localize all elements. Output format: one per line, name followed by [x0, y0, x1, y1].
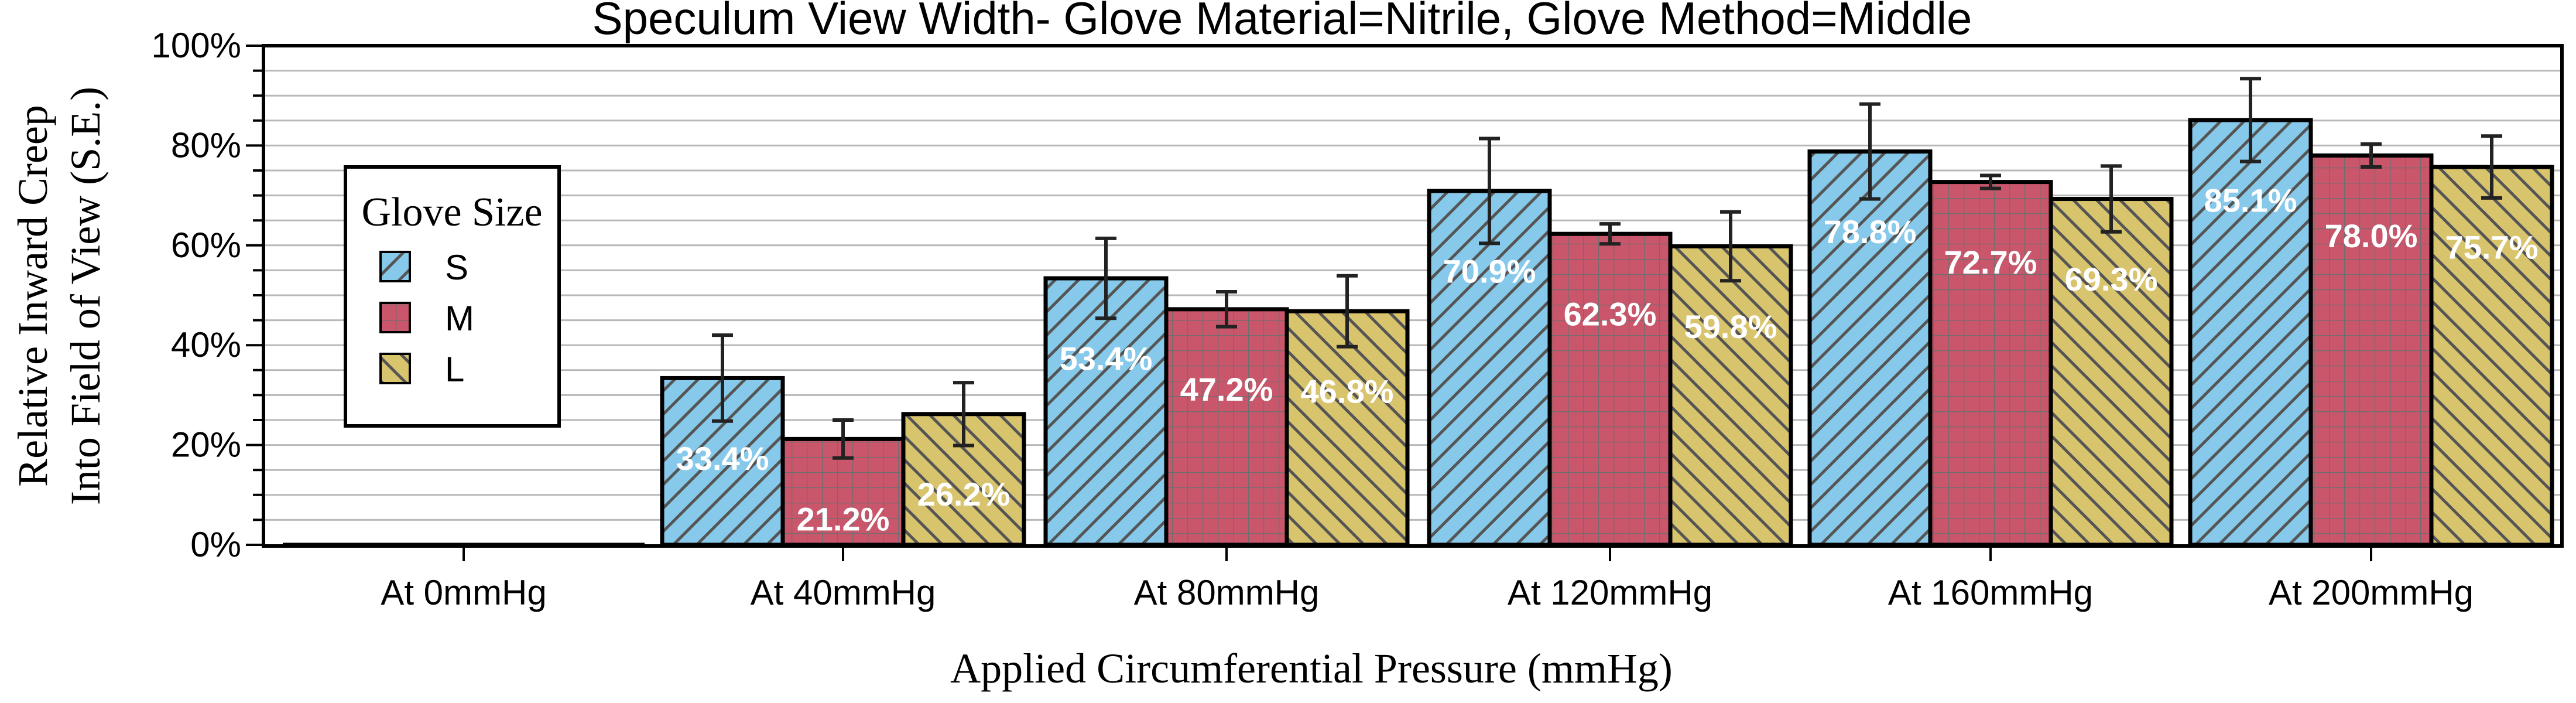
data-label: 78.8% [1824, 213, 1917, 250]
data-label: 26.2% [917, 476, 1010, 513]
x-tick-label: At 80mmHg [1134, 573, 1320, 612]
y-tick-label: 60% [171, 226, 241, 265]
y-tick-label: 40% [171, 325, 241, 364]
data-label: 69.3% [2065, 261, 2158, 298]
y-tick-label: 20% [171, 425, 241, 465]
legend-title: Glove Size [361, 190, 542, 235]
legend-item-l: L [379, 350, 464, 389]
data-label: 46.8% [1301, 373, 1394, 410]
legend-swatch-m-pattern [379, 302, 411, 333]
legend-item-m: M [379, 299, 474, 338]
legend-swatch-l-pattern [379, 353, 411, 384]
bars [283, 118, 2554, 547]
data-label: 33.4% [676, 440, 769, 477]
legend-swatch-s-pattern [379, 251, 411, 282]
chart-title: Speculum View Width- Glove Material=Nitr… [592, 0, 1972, 44]
bar-l-pattern [2049, 197, 2174, 547]
bar-m-pattern [1164, 307, 1289, 547]
data-label: 59.8% [1684, 308, 1777, 345]
x-axis: At 0mmHg At 40mmHg At 80mmHg At 120mmHg At 1… [381, 545, 2474, 612]
y-tick-label: 80% [171, 125, 241, 165]
data-label: 78.0% [2325, 217, 2418, 254]
data-labels: 33.4% 53.4% 70.9% 78.8% 85.1% 21.2% 47.2% 62.3%… [676, 182, 2539, 537]
bar-s-pattern [1807, 149, 1933, 547]
y-axis: 0% 20% 40% 60% 80% 100% [152, 26, 263, 564]
data-label: 21.2% [797, 501, 890, 538]
y-tick-label: 0% [190, 525, 241, 564]
bar-m-pattern [1547, 231, 1673, 547]
data-label: 53.4% [1060, 340, 1153, 377]
bar-s-pattern [1427, 189, 1552, 547]
y-axis-title-line-2: Into Field of View (S.E.) [62, 87, 109, 505]
data-label: 47.2% [1180, 371, 1273, 408]
bar-s-pattern [1043, 276, 1169, 547]
data-label: 72.7% [1944, 244, 2037, 281]
data-label: 75.7% [2445, 228, 2539, 265]
y-tick-label: 100% [152, 26, 241, 65]
legend-label-l: L [445, 350, 464, 389]
x-tick-label: At 200mmHg [2269, 573, 2474, 612]
bar-m-pattern [1928, 180, 2053, 547]
x-axis-title: Applied Circumferential Pressure (mmHg) [950, 645, 1673, 692]
legend-label-s: S [445, 248, 468, 287]
data-label: 62.3% [1564, 296, 1657, 333]
gridlines [263, 70, 2562, 521]
x-tick-label: At 120mmHg [1508, 573, 1712, 612]
x-tick-label: At 0mmHg [381, 573, 546, 612]
y-axis-title: Relative Inward Creep Into Field of View… [9, 87, 109, 505]
legend: Glove Size S M L [344, 165, 561, 428]
y-axis-title-line-1: Relative Inward Creep [9, 105, 56, 487]
bar-l-pattern [2429, 165, 2554, 547]
legend-item-s: S [379, 248, 468, 287]
bar-l-pattern [1668, 244, 1793, 547]
data-label: 85.1% [2204, 182, 2297, 219]
legend-label-m: M [445, 299, 474, 338]
data-label: 70.9% [1443, 252, 1536, 289]
x-tick-label: At 160mmHg [1888, 573, 2093, 612]
bar-m-pattern [2308, 153, 2434, 547]
error-bars [712, 77, 2502, 460]
x-tick-label: At 40mmHg [751, 573, 936, 612]
